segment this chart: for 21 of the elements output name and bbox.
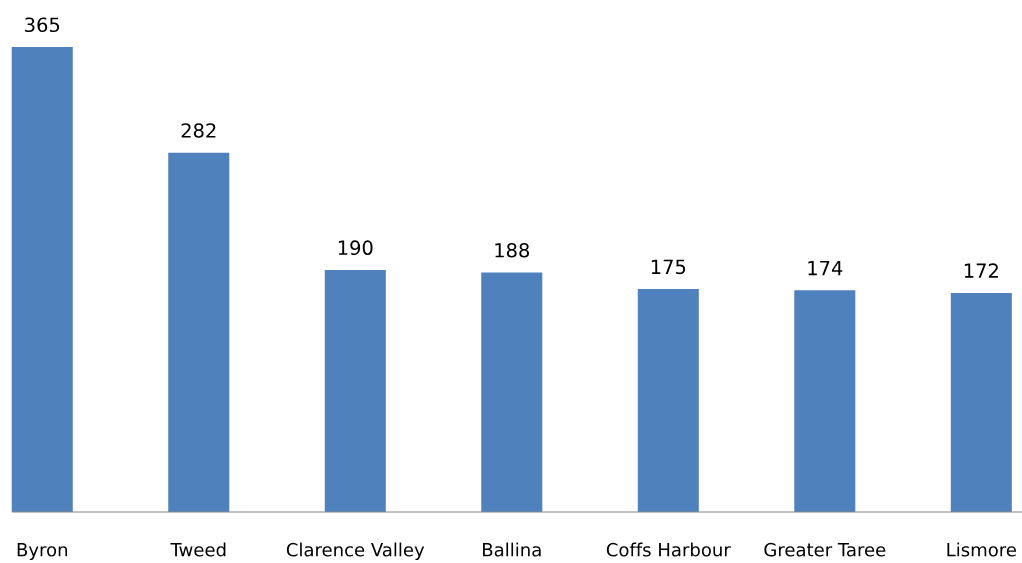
bar: [794, 290, 856, 512]
data-label: 188: [495, 242, 530, 258]
x-tick-label: Coffs Harbour: [606, 542, 731, 557]
x-tick-label: Lismore: [947, 542, 1016, 557]
data-label: 175: [651, 259, 686, 275]
bar: [11, 47, 73, 512]
bar: [168, 152, 230, 512]
bar: [950, 292, 1012, 512]
data-label: 190: [338, 240, 373, 256]
data-label: 174: [808, 261, 843, 276]
x-tick-label: Tweed: [170, 542, 226, 557]
data-label: 172: [964, 263, 998, 278]
x-tick-label: Ballina: [483, 542, 541, 557]
bar: [637, 289, 699, 512]
x-tick-label: Byron: [17, 543, 68, 561]
x-tick-label: Clarence Valley: [286, 542, 425, 561]
data-label: 365: [25, 17, 60, 33]
data-label: 282: [181, 123, 216, 138]
bar: [481, 272, 543, 512]
bar: [324, 269, 386, 512]
x-tick-label: Greater Taree: [764, 542, 886, 557]
